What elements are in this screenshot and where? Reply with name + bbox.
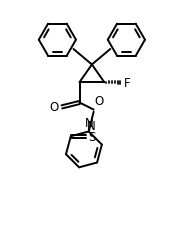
Text: N: N: [85, 116, 94, 129]
Text: S: S: [88, 130, 96, 143]
Text: F: F: [123, 76, 130, 89]
Text: O: O: [49, 101, 59, 113]
Text: N: N: [87, 120, 95, 132]
Text: O: O: [95, 95, 104, 108]
